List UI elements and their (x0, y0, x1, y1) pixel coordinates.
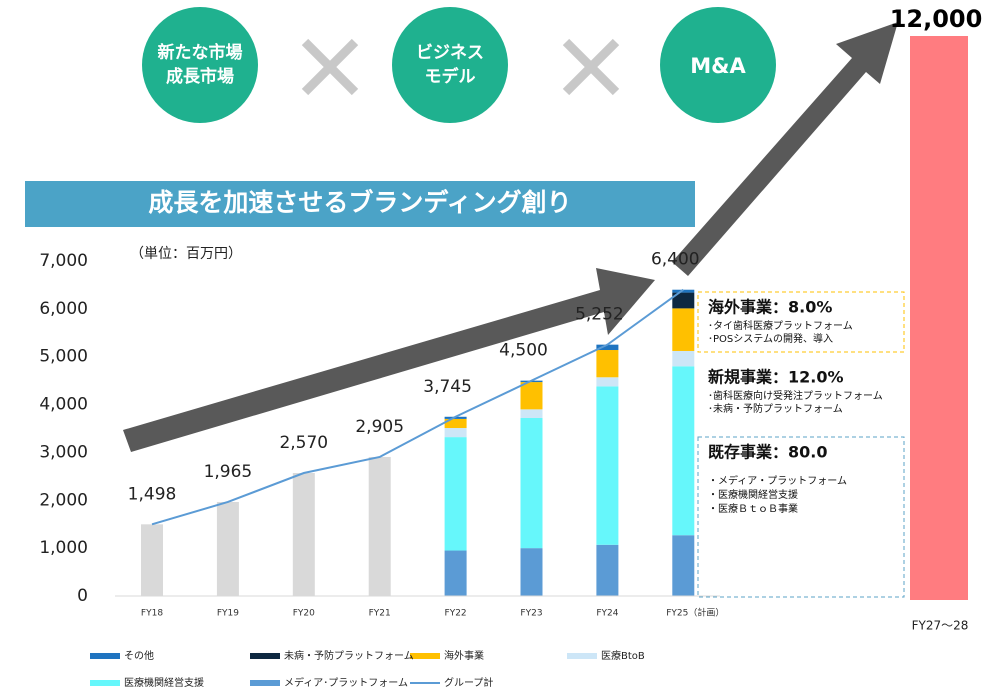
y-tick-label: 2,000 (39, 490, 88, 510)
bar-segment (596, 350, 619, 378)
y-tick-label: 3,000 (39, 442, 88, 462)
legend-label: 海外事業 (444, 649, 484, 662)
bar-segment (672, 292, 695, 309)
x-tick-label: FY25（計画） (666, 607, 724, 619)
bar-segment (444, 418, 467, 429)
circle-text: M&A (690, 54, 746, 78)
box-item: ・医療機関経営支援 (708, 488, 798, 501)
total-line (151, 288, 684, 526)
total-bar (292, 473, 315, 596)
target-label: 12,000 (890, 5, 983, 33)
value-label: 6,400 (651, 250, 700, 270)
legend-label: 医療BtoB (601, 649, 645, 662)
legend-label: その他 (124, 649, 154, 662)
legend-label: 医療機関経営支援 (124, 676, 204, 689)
y-tick-label: 1,000 (39, 538, 88, 558)
banner (25, 181, 695, 227)
x-tick-label: FY19 (217, 609, 239, 619)
arrow (123, 268, 655, 452)
circle (392, 7, 508, 123)
bar-segment (520, 417, 543, 549)
boxes: 海外事業：8.0% ･タイ歯科医療プラットフォーム･POSシステムの開発、導入新規… (697, 291, 905, 598)
bar-segment (672, 308, 695, 351)
bar-segment (444, 437, 467, 551)
box-title: 新規事業：12.0% (708, 368, 844, 387)
circle (660, 7, 776, 123)
bar-segment (672, 535, 695, 596)
value-label: 1,965 (204, 462, 253, 482)
banner-text: 成長を加速させるブランディング創り (148, 188, 571, 217)
total-bar (368, 456, 391, 596)
x-tick-label: FY20 (293, 609, 315, 619)
target-bar (910, 36, 968, 600)
value-label: 2,570 (279, 433, 328, 453)
bar-segment (520, 382, 543, 410)
y-tick-label: 5,000 (39, 347, 88, 367)
target-category: FY27〜28 (912, 619, 969, 633)
header: 新たな市場 成長市場 ビジネス モデル M&A 成長を加速させるブランディング創… (25, 7, 776, 227)
legend-swatch (250, 680, 280, 686)
y-tick-label: 6,000 (39, 299, 88, 319)
total-bar (216, 501, 239, 596)
bar-segment (672, 289, 695, 293)
circle (142, 7, 258, 123)
legend-swatch (90, 653, 120, 659)
circle-text: モデル (425, 66, 476, 87)
legend-label: メディア･プラットフォーム (284, 676, 408, 689)
box (698, 362, 904, 428)
legend-label: グループ計 (444, 676, 493, 689)
value-label: 1,498 (128, 484, 177, 504)
box (697, 436, 905, 598)
arrow (672, 22, 898, 276)
x-tick-label: FY18 (141, 609, 163, 619)
bar-segment (520, 409, 543, 418)
box-item: ･未病・予防プラットフォーム (708, 402, 843, 415)
value-label: 2,905 (355, 417, 404, 437)
legend-swatch (250, 653, 280, 659)
legend-swatch (410, 653, 440, 659)
box-item: ･歯科医療向け受発注プラットフォーム (708, 389, 883, 402)
box-item: ･タイ歯科医療プラットフォーム (708, 319, 853, 332)
y-tick-label: 4,000 (39, 395, 88, 415)
box-title: 既存事業：80.0 (708, 443, 827, 462)
box-title: 海外事業：8.0% (708, 298, 832, 317)
cross (301, 38, 620, 96)
bar-segment (596, 377, 619, 387)
bar-segment (596, 344, 619, 351)
y-tick-label: 0 (77, 586, 88, 606)
circle-text: ビジネス (416, 43, 484, 63)
box-item: ・医療ＢｔｏＢ事業 (708, 502, 798, 515)
value-label: 3,745 (423, 377, 472, 397)
y-tick-label: 7,000 (39, 251, 88, 271)
circle-text: 成長市場 (166, 66, 234, 87)
legend-swatch (90, 680, 120, 686)
circle-text: 新たな市場 (158, 42, 243, 63)
x-tick-label: FY24 (596, 609, 618, 619)
legend-swatch (567, 653, 597, 659)
bar-segment (672, 350, 695, 367)
x-tick-label: FY21 (369, 609, 391, 619)
value-label: 5,252 (575, 305, 624, 325)
total-bar (141, 524, 163, 596)
bar-segment (444, 428, 467, 438)
bar-segment (444, 550, 467, 596)
value-label: 4,500 (499, 341, 548, 361)
box-item: ・メディア・プラットフォーム (708, 474, 847, 487)
box-item: ･POSシステムの開発、導入 (708, 332, 833, 345)
x-tick-label: FY22 (445, 609, 467, 619)
x-tick-label: FY23 (520, 609, 542, 619)
bar-segment (520, 548, 543, 596)
bar-segment (672, 366, 695, 536)
bar-segment (596, 386, 619, 545)
unit: （単位：百万円） (130, 246, 242, 262)
bar-segment (596, 544, 619, 596)
box (697, 291, 905, 353)
legend-label: 未病・予防プラットフォーム (284, 649, 414, 662)
